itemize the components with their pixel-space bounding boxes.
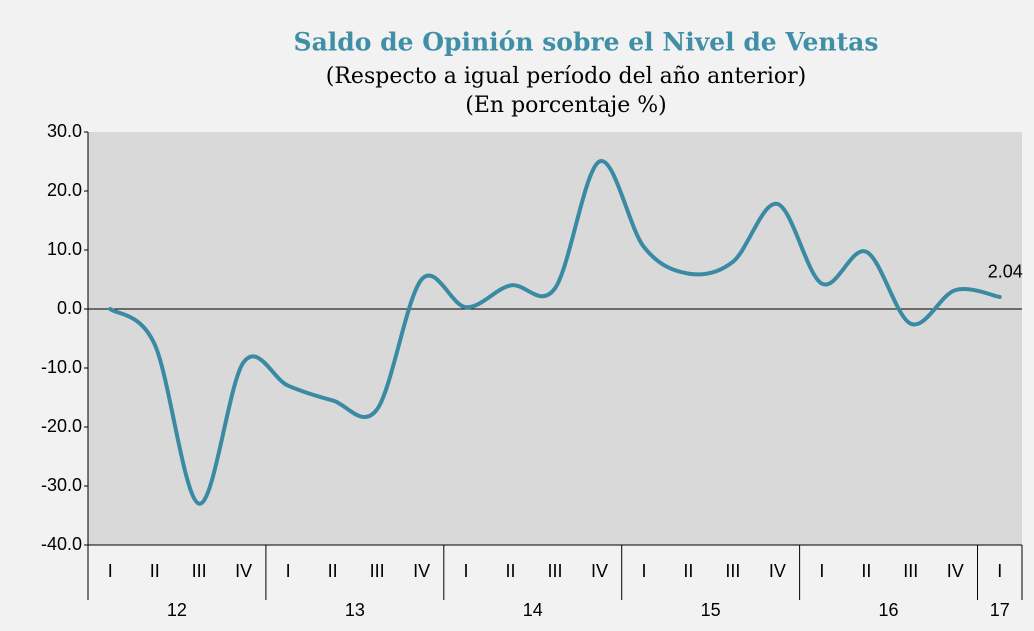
x-tick-label: II bbox=[328, 561, 338, 581]
x-group-label: 12 bbox=[167, 600, 187, 620]
series-line bbox=[108, 159, 1002, 506]
x-tick-label: II bbox=[506, 561, 516, 581]
x-tick-label: I bbox=[641, 561, 646, 581]
x-tick-label: IV bbox=[769, 561, 786, 581]
plot-area bbox=[88, 132, 1022, 545]
data-label: 2.04 bbox=[988, 262, 1023, 282]
x-group-label: 15 bbox=[701, 600, 721, 620]
subtitle: (Respecto a igual período del año anteri… bbox=[326, 64, 806, 89]
y-tick-label: 30.0 bbox=[47, 121, 82, 141]
x-group-label: 14 bbox=[523, 600, 543, 620]
x-tick-label: II bbox=[683, 561, 693, 581]
y-tick-label: 0.0 bbox=[57, 298, 82, 318]
y-tick-label: -30.0 bbox=[41, 475, 82, 495]
x-tick-label: I bbox=[108, 561, 113, 581]
x-tick-label: III bbox=[903, 561, 918, 581]
x-tick-label: III bbox=[370, 561, 385, 581]
y-tick-label: 10.0 bbox=[47, 239, 82, 259]
y-tick-label: -40.0 bbox=[41, 534, 82, 554]
x-tick-label: IV bbox=[591, 561, 608, 581]
subtitle: (En porcentaje %) bbox=[465, 93, 666, 118]
x-tick-label: II bbox=[861, 561, 871, 581]
x-tick-label: IV bbox=[413, 561, 430, 581]
x-group-label: 16 bbox=[879, 600, 899, 620]
x-group-label: 17 bbox=[990, 600, 1010, 620]
x-tick-label: III bbox=[725, 561, 740, 581]
x-tick-label: III bbox=[192, 561, 207, 581]
x-tick-label: IV bbox=[235, 561, 252, 581]
y-tick-label: -10.0 bbox=[41, 357, 82, 377]
x-tick-label: IV bbox=[947, 561, 964, 581]
chart-title: Saldo de Opinión sobre el Nivel de Venta… bbox=[294, 28, 879, 57]
y-tick-label: 20.0 bbox=[47, 180, 82, 200]
y-tick-label: -20.0 bbox=[41, 416, 82, 436]
x-tick-label: II bbox=[150, 561, 160, 581]
x-tick-label: I bbox=[464, 561, 469, 581]
x-tick-label: I bbox=[997, 561, 1002, 581]
x-tick-label: I bbox=[819, 561, 824, 581]
x-tick-label: III bbox=[547, 561, 562, 581]
x-group-label: 13 bbox=[345, 600, 365, 620]
x-tick-label: I bbox=[286, 561, 291, 581]
